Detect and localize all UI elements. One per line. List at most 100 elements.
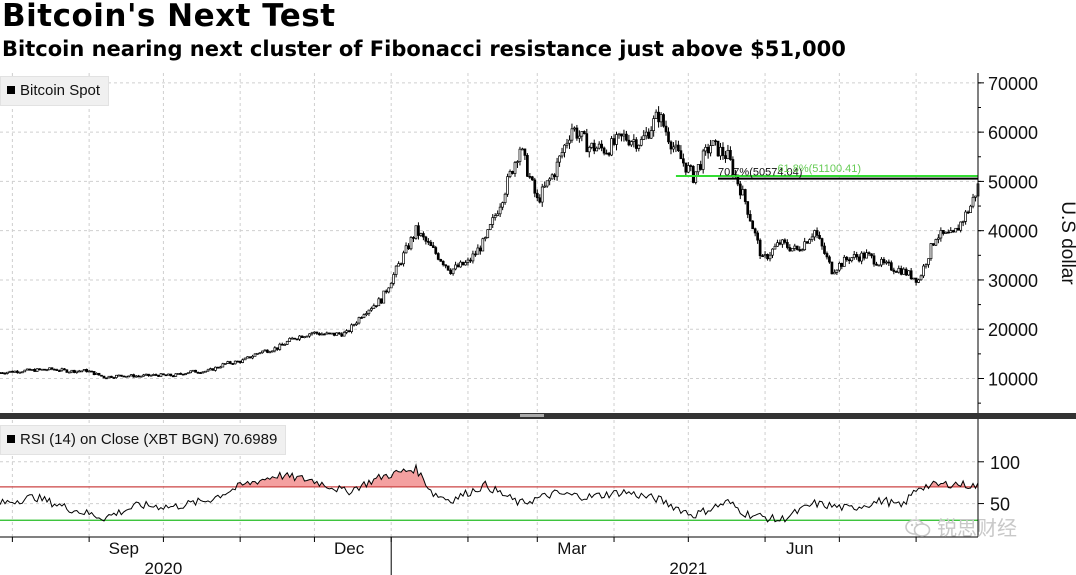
- price-candle-body: [204, 370, 207, 373]
- price-candle-body: [253, 353, 257, 357]
- price-candle-body: [119, 374, 123, 377]
- price-candle-body: [233, 360, 237, 365]
- price-legend-label: Bitcoin Spot: [20, 82, 101, 99]
- price-candle-body: [501, 202, 504, 208]
- price-candle-body: [543, 185, 547, 188]
- price-candle-body: [181, 373, 185, 376]
- price-candle-body: [709, 145, 712, 154]
- price-candle-body: [922, 265, 925, 277]
- price-candle-body: [159, 373, 163, 377]
- price-candle-body: [82, 369, 86, 372]
- price-candle-body: [506, 176, 509, 195]
- price-candle-body: [790, 248, 794, 252]
- price-candle-body: [288, 338, 292, 342]
- price-candle-body: [112, 377, 116, 379]
- x-month-label: Jun: [786, 539, 813, 558]
- price-candle-body: [810, 236, 814, 240]
- price-candle-body: [937, 237, 940, 240]
- price-candle-body: [102, 375, 106, 379]
- price-axis-label: U.S dollar: [1057, 201, 1076, 285]
- price-candle-body: [956, 227, 960, 231]
- price-candle-body: [882, 258, 886, 264]
- price-candle-body: [65, 369, 69, 373]
- price-candle-body: [117, 374, 121, 377]
- rsi-tick-label: 50: [990, 495, 1010, 515]
- price-candle-body: [610, 138, 613, 156]
- price-candle-body: [441, 260, 445, 266]
- panel-divider-grip: [520, 414, 544, 417]
- price-candle-body: [20, 371, 24, 374]
- price-candle-body: [325, 332, 329, 335]
- price-candle-body: [283, 344, 287, 346]
- price-candle-body: [40, 368, 44, 371]
- price-candle-body: [347, 330, 351, 333]
- price-candle-body: [748, 214, 752, 222]
- price-candle-body: [513, 162, 517, 174]
- price-candle-body: [872, 255, 876, 265]
- watermark: 锐思财经: [905, 512, 1017, 541]
- price-candle-body: [971, 196, 975, 207]
- price-candle-body: [753, 228, 757, 234]
- price-candle-body: [622, 133, 626, 137]
- price-candle-body: [929, 243, 933, 260]
- price-candle-body: [115, 374, 118, 378]
- price-tick-label: 60000: [988, 123, 1038, 143]
- price-candle-body: [60, 368, 64, 372]
- price-candle-body: [466, 259, 470, 263]
- price-candle-body: [439, 259, 443, 262]
- price-candle-body: [625, 133, 628, 141]
- price-candle-body: [488, 224, 492, 231]
- price-candle-body: [308, 333, 311, 337]
- price-candle-body: [889, 262, 893, 271]
- price-candle-body: [949, 230, 953, 234]
- price-candle-body: [538, 197, 542, 203]
- price-candle-body: [293, 337, 296, 340]
- price-candle-body: [313, 331, 316, 334]
- price-candle-body: [214, 366, 217, 371]
- price-candle-body: [776, 242, 779, 247]
- price-candle-body: [565, 142, 569, 146]
- price-candle-body: [689, 165, 693, 167]
- price-tick-label: 30000: [988, 271, 1038, 291]
- price-candle-body: [902, 268, 906, 275]
- price-candle-body: [855, 254, 859, 258]
- price-candle-body: [582, 131, 586, 135]
- grid-layer: [0, 73, 978, 537]
- price-candle-body: [486, 229, 490, 238]
- price-candle-body: [335, 332, 339, 336]
- price-candle-body: [632, 139, 636, 142]
- price-candle-body: [157, 374, 160, 377]
- price-candle-body: [238, 360, 242, 363]
- price-candle-body: [142, 374, 145, 377]
- price-candle-body: [243, 357, 247, 361]
- x-month-label: Sep: [109, 539, 139, 558]
- price-candle-body: [533, 179, 537, 194]
- price-candle-body: [857, 256, 861, 262]
- price-candle-body: [3, 372, 7, 375]
- price-candle-body: [969, 205, 972, 213]
- price-candle-body: [585, 133, 589, 153]
- price-candle-body: [459, 261, 462, 268]
- price-candle-body: [1, 372, 4, 374]
- rsi-series-layer: [0, 463, 979, 523]
- price-candle-body: [449, 269, 452, 275]
- price-candle-body: [927, 258, 930, 265]
- price-candle-body: [875, 263, 878, 266]
- price-candle-body: [677, 144, 680, 152]
- price-candle-body: [412, 237, 415, 239]
- x-year-label: 2020: [144, 559, 182, 575]
- price-candle-body: [674, 144, 678, 148]
- price-candle-body: [724, 155, 727, 160]
- price-candle-body: [33, 369, 37, 372]
- price-candle-body: [372, 305, 376, 309]
- price-candle-body: [939, 230, 943, 239]
- price-candle-body: [662, 114, 665, 127]
- price-candle-body: [781, 239, 784, 245]
- price-candle-body: [756, 232, 759, 241]
- price-candle-body: [315, 331, 319, 334]
- price-candle-body: [530, 176, 534, 181]
- price-candle-body: [568, 139, 571, 144]
- price-candle-body: [367, 309, 371, 314]
- price-candle-body: [518, 148, 522, 162]
- price-candle-body: [340, 333, 344, 337]
